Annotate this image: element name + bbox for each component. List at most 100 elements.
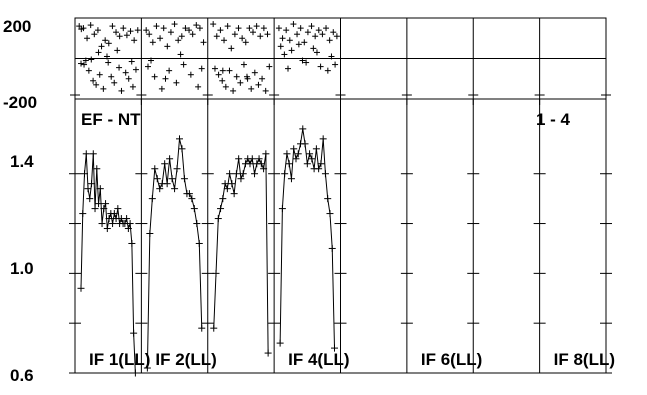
phase-point bbox=[116, 33, 123, 40]
amp-point bbox=[299, 125, 307, 133]
amp-point bbox=[262, 150, 270, 158]
chart-labels: 200 -200 1.4 1.0 0.6 EF - NT 1 - 4 bbox=[3, 17, 571, 385]
phase-point bbox=[198, 65, 205, 72]
phase-point bbox=[315, 27, 322, 34]
amp-point bbox=[221, 180, 229, 188]
phase-point bbox=[255, 81, 262, 88]
amp-point bbox=[77, 284, 85, 292]
channel-range-title: 1 - 4 bbox=[536, 110, 571, 129]
phase-point bbox=[78, 60, 85, 67]
phase-point bbox=[122, 69, 129, 76]
phase-point bbox=[259, 75, 266, 82]
phase-point bbox=[193, 22, 200, 29]
amp-point bbox=[228, 180, 236, 188]
phase-point bbox=[180, 61, 187, 68]
phase-point bbox=[242, 39, 249, 46]
phase-point bbox=[330, 29, 337, 36]
phase-point bbox=[129, 83, 136, 90]
amp-point bbox=[226, 170, 234, 178]
phase-point bbox=[332, 61, 339, 68]
phase-ytick-top: 200 bbox=[3, 17, 31, 36]
amp-point bbox=[185, 190, 193, 198]
amp-point bbox=[143, 364, 151, 372]
phase-point bbox=[166, 67, 173, 74]
phase-point bbox=[88, 56, 95, 63]
phase-point bbox=[295, 41, 302, 48]
amp-point bbox=[285, 160, 293, 168]
amp-ytick-1-4: 1.4 bbox=[10, 152, 34, 171]
phase-point bbox=[76, 23, 83, 30]
if-label: IF 2(LL) bbox=[155, 350, 216, 369]
amp-point bbox=[110, 210, 118, 218]
phase-point bbox=[275, 25, 282, 32]
amp-point bbox=[251, 170, 259, 178]
amp-point bbox=[230, 190, 238, 198]
amp-point bbox=[114, 205, 122, 213]
amp-point bbox=[86, 195, 94, 203]
phase-point bbox=[250, 29, 257, 36]
phase-point bbox=[257, 33, 264, 40]
amp-point bbox=[102, 200, 110, 208]
phase-point bbox=[253, 23, 260, 30]
amp-point bbox=[328, 244, 336, 252]
phase-point bbox=[228, 45, 235, 52]
phase-point bbox=[105, 40, 112, 47]
amp-point bbox=[161, 160, 169, 168]
amp-series-line bbox=[146, 138, 203, 369]
amp-point bbox=[82, 150, 90, 158]
phase-point bbox=[221, 37, 228, 44]
phase-point bbox=[144, 63, 151, 70]
phase-point bbox=[231, 31, 238, 38]
phase-point bbox=[134, 27, 141, 34]
amp-point bbox=[324, 195, 332, 203]
phase-point bbox=[196, 25, 203, 32]
axis-ticks bbox=[69, 17, 612, 374]
phase-point bbox=[284, 65, 291, 72]
phase-point bbox=[301, 39, 308, 46]
phase-point bbox=[297, 25, 304, 32]
amp-ytick-1-0: 1.0 bbox=[10, 259, 34, 278]
phase-point bbox=[299, 57, 306, 64]
phase-point bbox=[158, 85, 165, 92]
phase-point bbox=[173, 79, 180, 86]
phase-point bbox=[162, 75, 169, 82]
phase-point bbox=[84, 35, 91, 42]
phase-point bbox=[279, 35, 286, 42]
amp-point bbox=[93, 165, 101, 173]
phase-point bbox=[94, 27, 101, 34]
amp-point bbox=[163, 180, 171, 188]
phase-plot bbox=[76, 21, 340, 94]
phase-point bbox=[230, 87, 237, 94]
phase-point bbox=[217, 27, 224, 34]
phase-point bbox=[81, 61, 88, 68]
amp-point bbox=[331, 344, 338, 352]
phase-point bbox=[177, 51, 184, 58]
amp-point bbox=[223, 185, 231, 193]
amp-point bbox=[81, 170, 89, 178]
phase-point bbox=[102, 37, 109, 44]
amp-point bbox=[178, 145, 186, 153]
amp-point bbox=[287, 175, 295, 183]
phase-point bbox=[262, 87, 269, 94]
phase-point bbox=[286, 37, 293, 44]
phase-point bbox=[186, 27, 193, 34]
amp-point bbox=[176, 135, 184, 143]
if-label: IF 8(LL) bbox=[554, 350, 615, 369]
amp-point bbox=[130, 329, 138, 337]
amp-point bbox=[235, 155, 243, 163]
amp-point bbox=[212, 269, 220, 277]
amp-point bbox=[193, 220, 201, 228]
phase-point bbox=[294, 31, 301, 38]
phase-point bbox=[82, 57, 89, 64]
phase-point bbox=[182, 25, 189, 32]
amp-point bbox=[128, 239, 136, 247]
phase-point bbox=[226, 67, 233, 74]
phase-ytick-bottom: -200 bbox=[3, 93, 37, 112]
phase-point bbox=[100, 85, 107, 92]
phase-point bbox=[326, 37, 333, 44]
amp-point bbox=[315, 165, 323, 173]
amp-point bbox=[124, 225, 132, 233]
amp-point bbox=[276, 339, 284, 347]
phase-point bbox=[211, 65, 218, 72]
